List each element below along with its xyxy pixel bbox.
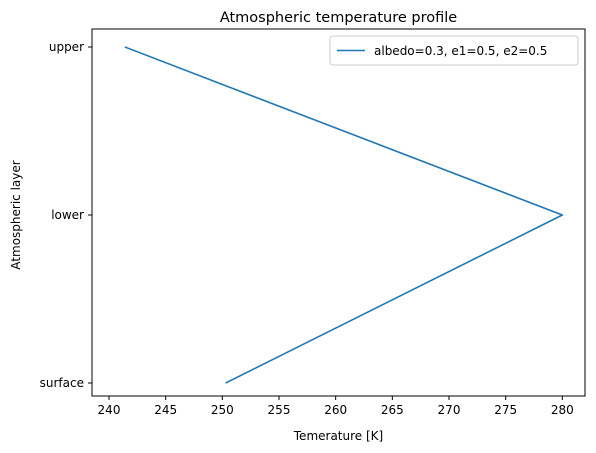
legend-entry-label: albedo=0.3, e1=0.5, e2=0.5 (374, 44, 547, 58)
x-axis: 240 245 250 255 260 265 270 275 280 (98, 396, 574, 417)
y-axis-label: Atmospheric layer (9, 160, 23, 269)
x-tick-label: 250 (211, 403, 234, 417)
x-axis-label: Temerature [K] (293, 429, 383, 443)
x-tick-label: 280 (551, 403, 574, 417)
x-tick-label: 245 (154, 403, 177, 417)
y-axis: surface lower upper (40, 40, 92, 390)
legend-box (329, 35, 579, 66)
x-tick-label: 240 (98, 403, 121, 417)
plot-frame (91, 28, 586, 397)
series-line (124, 46, 564, 384)
x-tick-label: 275 (494, 403, 517, 417)
y-tick-label: surface (40, 376, 84, 390)
y-tick-label: upper (49, 40, 84, 54)
x-tick-label: 270 (438, 403, 461, 417)
y-tick-label: lower (51, 208, 84, 222)
legend: albedo=0.3, e1=0.5, e2=0.5 (329, 35, 579, 66)
x-tick-label: 255 (268, 403, 291, 417)
x-tick-label: 260 (324, 403, 347, 417)
plot-area (124, 46, 564, 384)
chart-title: Atmospheric temperature profile (220, 10, 457, 26)
x-tick-label: 265 (381, 403, 404, 417)
